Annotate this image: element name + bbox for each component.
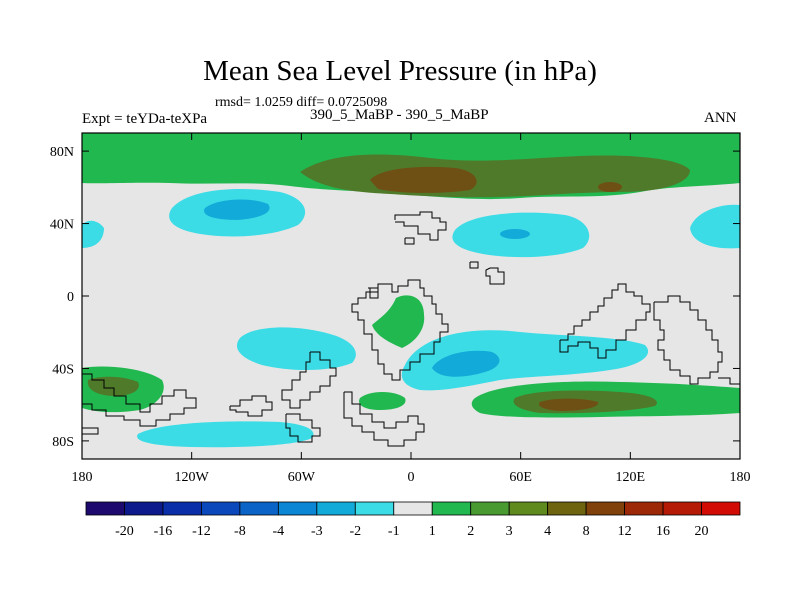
coastline-1 [394, 211, 447, 241]
coastline-3 [469, 261, 479, 269]
contour-negative-antarctic [137, 421, 314, 448]
y-tick-label: 0 [67, 290, 74, 305]
colorbar-swatch [547, 501, 587, 516]
coastline-9 [718, 377, 740, 385]
contour-positive-atlantic [372, 295, 425, 348]
experiment-label: Expt = teYDa-teXPa [82, 111, 208, 127]
colorbar-label: 4 [544, 524, 551, 539]
colorbar-swatch [662, 501, 702, 516]
colorbar-swatch [277, 501, 318, 516]
contour-positive-satlantic [359, 392, 406, 410]
x-tick-labels: 180 120W 60W 0 60E 120E 180 [72, 470, 751, 485]
colorbar-swatch [162, 501, 202, 516]
x-tick-label: 60E [509, 470, 532, 485]
colorbar-swatch [701, 501, 741, 516]
colorbar [85, 501, 741, 516]
contour-negative-asia-2 [500, 229, 530, 239]
colorbar-label: -20 [115, 524, 134, 539]
colorbar-label: -1 [388, 524, 400, 539]
colorbar-swatch [201, 501, 241, 516]
colorbar-label: -12 [192, 524, 211, 539]
colorbar-label: 8 [583, 524, 590, 539]
axis-ticks [81, 133, 741, 459]
coastline-10 [281, 351, 337, 409]
comparison-label: 390_5_MaBP - 390_5_MaBP [310, 107, 489, 123]
y-tick-label: 80N [50, 145, 74, 160]
x-tick-label: 180 [72, 470, 93, 485]
colorbar-label: 12 [618, 524, 632, 539]
y-tick-label: 40N [50, 218, 74, 233]
colorbar-swatch [624, 501, 664, 516]
colorbar-label: 3 [506, 524, 513, 539]
x-tick-label: 60W [288, 470, 316, 485]
coastline-12 [229, 395, 273, 417]
x-tick-label: 0 [408, 470, 415, 485]
colorbar-swatch [393, 501, 433, 516]
coastline-5 [368, 287, 379, 299]
colorbar-label: -8 [234, 524, 246, 539]
colorbar-swatch [470, 501, 510, 516]
contour-positive-north-4 [598, 182, 622, 192]
y-tick-label: 40S [52, 362, 74, 377]
season-label: ANN [704, 110, 737, 126]
page-title: Mean Sea Level Pressure (in hPa) [203, 55, 597, 87]
colorbar-swatch [508, 501, 549, 516]
y-tick-labels: 80N 40N 0 40S 80S [50, 145, 74, 450]
colorbar-swatch [85, 501, 125, 516]
coastline-7 [559, 283, 651, 359]
colorbar-label: 20 [695, 524, 709, 539]
colorbar-label: 1 [429, 524, 436, 539]
contour-negative-nw-edge [690, 204, 740, 249]
contour-negative-ne-edge [82, 220, 104, 248]
contour-negative-spacific [236, 327, 356, 371]
colorbar-label: 16 [656, 524, 670, 539]
coastline-2 [404, 237, 415, 245]
colorbar-labels: -20 -16 -12 -8 -4 -3 -2 -1 1 2 3 4 8 12 16 20 [115, 524, 708, 539]
land-outlines [82, 211, 740, 447]
colorbar-swatch [124, 501, 164, 516]
coastline-15 [82, 427, 99, 435]
coastline-4 [485, 267, 505, 285]
coastline-8 [653, 295, 723, 385]
x-tick-label: 180 [730, 470, 751, 485]
colorbar-label: 2 [467, 524, 474, 539]
contour-field [82, 133, 740, 459]
colorbar-swatch [354, 501, 395, 516]
colorbar-label: -3 [311, 524, 323, 539]
stats-label: rmsd= 1.0259 diff= 0.0725098 [215, 95, 388, 110]
contour-negative-npacific-2 [204, 199, 270, 220]
colorbar-label: -2 [349, 524, 361, 539]
colorbar-label: -4 [273, 524, 285, 539]
coastline-14 [343, 391, 425, 447]
y-tick-label: 80S [52, 435, 74, 450]
coastline-11 [82, 373, 197, 427]
colorbar-swatch [239, 501, 279, 516]
contour-positive-north-3 [370, 166, 477, 193]
coastline-6 [351, 279, 449, 381]
contour-positive-southern-indian-3 [538, 398, 599, 411]
coastline-13 [285, 413, 321, 443]
colorbar-swatch [316, 501, 356, 516]
colorbar-label: -16 [154, 524, 173, 539]
contour-positive-sw-edge-2 [87, 376, 139, 396]
colorbar-swatch [431, 501, 472, 516]
x-tick-label: 120W [175, 470, 210, 485]
contour-positive-north-2 [300, 154, 690, 198]
contour-negative-indian-2 [432, 350, 500, 377]
colorbar-swatch [585, 501, 625, 516]
x-tick-label: 120E [616, 470, 646, 485]
